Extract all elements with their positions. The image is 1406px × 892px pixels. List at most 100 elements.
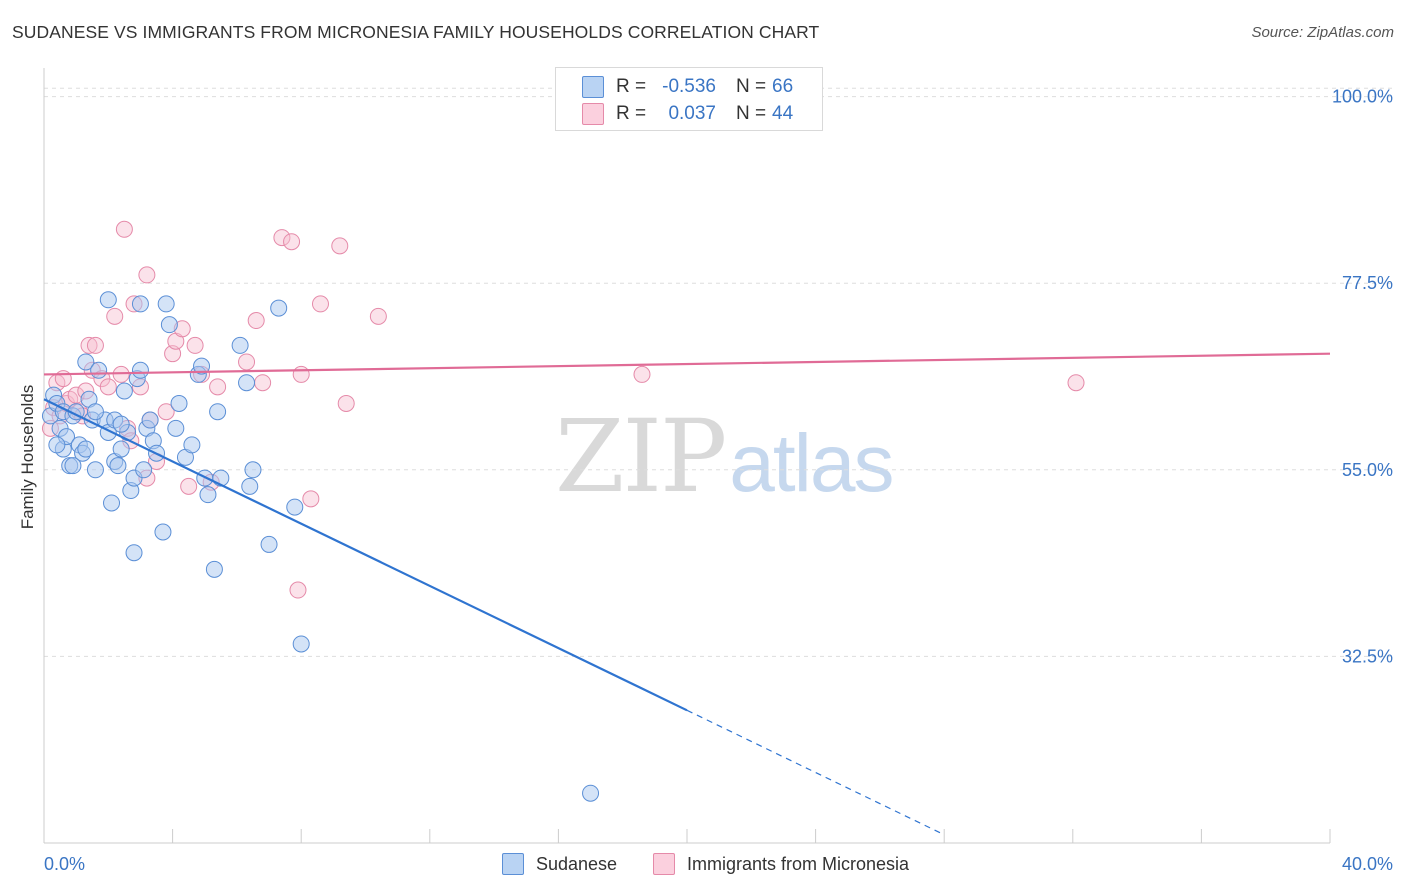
x-tick-label: 0.0%	[44, 854, 85, 874]
legend-label: Immigrants from Micronesia	[687, 853, 910, 874]
axes	[43, 68, 1331, 844]
r-value: 0.037	[668, 103, 716, 124]
micronesia-point	[311, 295, 329, 313]
micronesia-point	[273, 229, 291, 247]
chart-title: SUDANESE VS IMMIGRANTS FROM MICRONESIA F…	[12, 22, 820, 42]
r-value: -0.536	[662, 76, 716, 97]
n-value: 44	[772, 103, 794, 124]
sudanese-point	[77, 440, 95, 458]
source-label: Source: ZipAtlas.com	[1251, 24, 1394, 41]
sudanese-point	[86, 403, 104, 421]
micronesia-point	[180, 477, 198, 495]
sudanese-point	[141, 411, 159, 429]
sudanese-point	[241, 477, 259, 495]
r-label: R =	[616, 103, 647, 124]
micronesia-point	[1067, 374, 1085, 392]
legend-row-sudanese: R = -0.536 N = 66	[582, 74, 793, 100]
sudanese-point	[582, 784, 600, 802]
micronesia-point	[247, 312, 265, 330]
sudanese-points	[41, 291, 600, 802]
micronesia-point	[209, 378, 227, 396]
sudanese-point	[154, 523, 172, 541]
sudanese-point	[238, 374, 256, 392]
micronesia-point	[254, 374, 272, 392]
micronesia-point	[186, 336, 204, 354]
bottom-legend-sudanese: Sudanese	[502, 852, 617, 876]
micronesia-point	[283, 233, 301, 251]
micronesia-point	[289, 581, 307, 599]
bottom-legend-micronesia: Immigrants from Micronesia	[653, 852, 909, 876]
micronesia-point	[86, 336, 104, 354]
x-tick-label: 40.0%	[1342, 854, 1393, 874]
micronesia-point	[337, 394, 355, 412]
micronesia-points	[41, 220, 1085, 599]
sudanese-point	[115, 382, 133, 400]
y-tick-label: 32.5%	[1342, 646, 1393, 666]
micronesia-swatch	[653, 853, 675, 875]
n-label: N =	[736, 103, 767, 124]
n-label: N =	[736, 76, 767, 97]
sudanese-point	[157, 295, 175, 313]
micronesia-point	[138, 266, 156, 284]
legend-row-micronesia: R = 0.037 N = 44	[582, 101, 793, 127]
sudanese-point	[292, 635, 310, 653]
sudanese-point	[99, 291, 117, 309]
y-tick-label: 77.5%	[1342, 273, 1393, 293]
sudanese-point	[199, 486, 217, 504]
sudanese-point	[64, 457, 82, 475]
y-tick-label: 55.0%	[1342, 460, 1393, 480]
micronesia-trend-line	[43, 352, 1331, 376]
sudanese-point	[109, 457, 127, 475]
sudanese-point	[86, 461, 104, 479]
watermark-zip: ZIP	[555, 398, 727, 515]
n-value: 66	[772, 76, 794, 97]
sudanese-point	[125, 544, 143, 562]
micronesia-point	[331, 237, 349, 255]
sudanese-swatch	[582, 76, 604, 98]
y-tick-label: 100.0%	[1332, 87, 1393, 107]
sudanese-point	[205, 560, 223, 578]
sudanese-point	[167, 419, 185, 437]
tick-labels: 32.5% 55.0% 77.5% 100.0% 0.0% 40.0%	[44, 87, 1393, 874]
micronesia-point	[633, 365, 651, 383]
sudanese-point	[77, 353, 95, 371]
sudanese-point	[131, 295, 149, 313]
micronesia-swatch	[582, 103, 604, 125]
r-label: R =	[616, 76, 647, 97]
sudanese-point	[286, 498, 304, 516]
micronesia-point	[157, 403, 175, 421]
micronesia-point	[302, 490, 320, 508]
micronesia-point	[115, 220, 133, 238]
sudanese-trend-extension	[686, 709, 945, 836]
sudanese-trend-line	[43, 398, 688, 712]
micronesia-point	[238, 353, 256, 371]
sudanese-point	[193, 357, 211, 375]
micronesia-point	[80, 336, 98, 354]
sudanese-swatch	[502, 853, 524, 875]
sudanese-point	[112, 415, 130, 433]
sudanese-point	[48, 436, 66, 454]
sudanese-point	[135, 461, 153, 479]
sudanese-point	[160, 316, 178, 334]
sudanese-point	[260, 535, 278, 553]
watermark: ZIPatlas	[555, 398, 895, 515]
sudanese-point	[90, 361, 108, 379]
micronesia-point	[369, 307, 387, 325]
micronesia-point	[106, 307, 124, 325]
sudanese-point	[270, 299, 288, 317]
sudanese-point	[209, 403, 227, 421]
sudanese-point	[112, 440, 130, 458]
micronesia-point	[292, 365, 310, 383]
grid-lines	[44, 87, 1393, 657]
legend-label: Sudanese	[536, 853, 618, 874]
sudanese-point	[103, 494, 121, 512]
micronesia-point	[99, 378, 117, 396]
micronesia-point	[112, 365, 130, 383]
sudanese-point	[244, 461, 262, 479]
sudanese-point	[183, 436, 201, 454]
correlation-legend: R = -0.536 N = 66 R = 0.037 N = 44	[555, 67, 823, 131]
trend-lines	[43, 352, 1331, 836]
sudanese-point	[231, 336, 249, 354]
sudanese-point	[170, 394, 188, 412]
